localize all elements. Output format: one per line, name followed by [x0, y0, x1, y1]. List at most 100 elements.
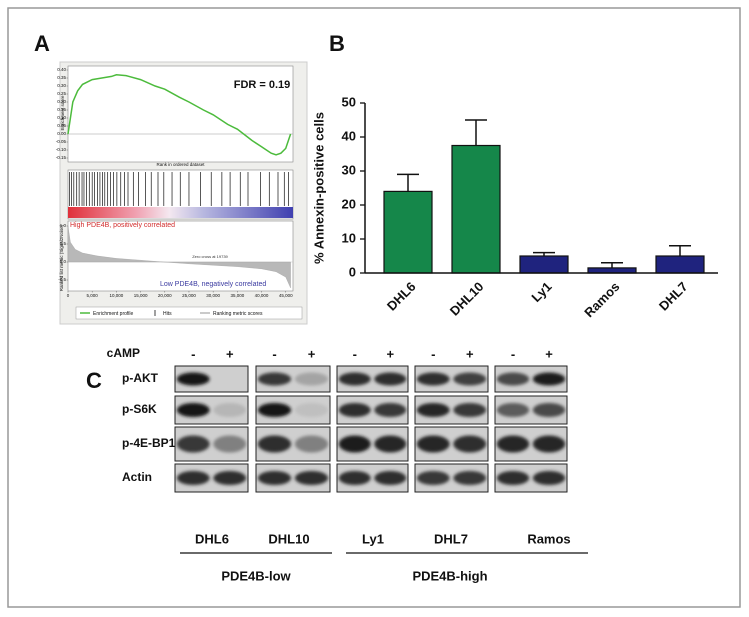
y-tick-label: 0.40	[57, 67, 66, 72]
y-tick-label: 0.30	[57, 83, 66, 88]
blot-band	[374, 372, 407, 386]
legend-label: Ranking metric scores	[213, 311, 263, 317]
blot-band	[416, 372, 450, 386]
cell-line-label: Ramos	[527, 531, 570, 546]
x-tick-label: DHL6	[384, 279, 419, 314]
x-tick-label: Ramos	[581, 279, 622, 320]
blot-band	[294, 435, 329, 453]
y-tick-label: 0.20	[57, 99, 66, 104]
bar	[587, 267, 637, 274]
blot-band	[416, 403, 450, 417]
y-tick-label: 0.35	[57, 75, 66, 80]
x-tick-label: 40,000	[255, 293, 269, 298]
y-tick-label: 20	[342, 196, 356, 211]
y-axis-label: % Annexin-positive cells	[311, 112, 326, 264]
blot-band	[338, 435, 371, 453]
cell-line-label: DHL7	[434, 531, 468, 546]
cell-line-label: DHL6	[195, 531, 229, 546]
bar	[655, 255, 705, 274]
blot-band	[257, 372, 292, 386]
x-tick-label: 45,000	[279, 293, 293, 298]
condition-label: +	[386, 346, 394, 361]
blot-band	[257, 403, 292, 417]
figure-border	[7, 7, 741, 608]
y-tick-label: -0.10	[56, 147, 67, 152]
x-tick-label: DHL10	[447, 279, 487, 319]
y2-axis-label: Ranked list metric (Signal2Noise)	[59, 224, 64, 291]
y-tick-label: 10	[342, 230, 356, 245]
blot-band	[338, 471, 371, 485]
rank-gradient	[68, 207, 293, 218]
condition-label: +	[466, 346, 474, 361]
blot-band	[374, 403, 407, 417]
y-tick-label: 0.00	[57, 131, 66, 136]
annotation: FDR = 0.19	[234, 79, 291, 91]
plot-frame	[67, 65, 294, 163]
condition-label: -	[353, 346, 357, 361]
cell-line-label: DHL10	[268, 531, 309, 546]
blot-band	[176, 435, 210, 453]
condition-label: -	[272, 346, 276, 361]
condition-label: +	[545, 346, 553, 361]
blot-band	[496, 471, 530, 485]
y2-tick-label: 0.5	[60, 241, 67, 246]
y2-tick-label: -0.5	[58, 277, 66, 282]
x-tick-label: 0	[67, 293, 70, 298]
blot-band	[176, 403, 210, 417]
legend-label: Hits	[163, 311, 172, 317]
blot-band	[453, 372, 487, 386]
blot-band	[374, 435, 407, 453]
blot-band	[496, 372, 530, 386]
ranked-metric-area	[67, 225, 291, 288]
x-tick-label: Ly1	[528, 279, 554, 305]
row-label: p-S6K	[122, 402, 157, 416]
blot-band	[257, 471, 292, 485]
y-tick-label: 0	[349, 264, 356, 279]
y-tick-label: -0.15	[56, 155, 67, 160]
y-tick-label: 0.25	[57, 91, 66, 96]
y-axis-label: Enrichment score	[60, 95, 65, 131]
x-axis-label: Rank in ordered dataset	[156, 162, 205, 167]
panel-label: B	[329, 31, 345, 56]
condition-label: -	[191, 346, 195, 361]
x-tick-label: 30,000	[206, 293, 220, 298]
blot-band	[453, 471, 487, 485]
annotation: High PDE4B, positively correlated	[70, 222, 175, 229]
panel-label: C	[86, 368, 102, 393]
blot-band	[294, 372, 329, 386]
blot-band	[257, 435, 292, 453]
condition-label: -	[511, 346, 515, 361]
y-tick-label: 0.10	[57, 115, 66, 120]
x-tick-label: 5,000	[87, 293, 99, 298]
blot-band	[532, 471, 566, 485]
blot-band	[213, 435, 247, 453]
annotation: Zero cross at 19739	[192, 254, 228, 259]
annotation: Low PDE4B, negatively correlated	[160, 281, 266, 288]
blot-band	[416, 471, 450, 485]
x-tick-label: 20,000	[158, 293, 172, 298]
blot-band	[416, 435, 450, 453]
cell-line-label: Ly1	[362, 531, 384, 546]
blot-band	[294, 471, 329, 485]
bar	[383, 190, 433, 274]
blot-band	[453, 435, 487, 453]
bar	[451, 144, 501, 274]
condition-label: -	[431, 346, 435, 361]
y-tick-label: -0.05	[56, 139, 67, 144]
y-tick-label: 50	[342, 94, 356, 109]
bar	[519, 255, 569, 274]
treatment-label: cAMP	[107, 346, 140, 360]
content: A0.400.350.300.250.200.150.100.050.00-0.…	[34, 31, 718, 583]
y2-tick-label: 0.0	[60, 259, 67, 264]
blot-band	[176, 372, 210, 386]
blot-band	[532, 435, 566, 453]
blot-band	[176, 471, 210, 485]
x-tick-label: 15,000	[134, 293, 148, 298]
y-tick-label: 0.05	[57, 123, 66, 128]
y-tick-label: 40	[342, 128, 356, 143]
blot-band	[496, 435, 530, 453]
x-tick-label: 25,000	[182, 293, 196, 298]
legend-label: Enrichment profile	[93, 311, 134, 317]
